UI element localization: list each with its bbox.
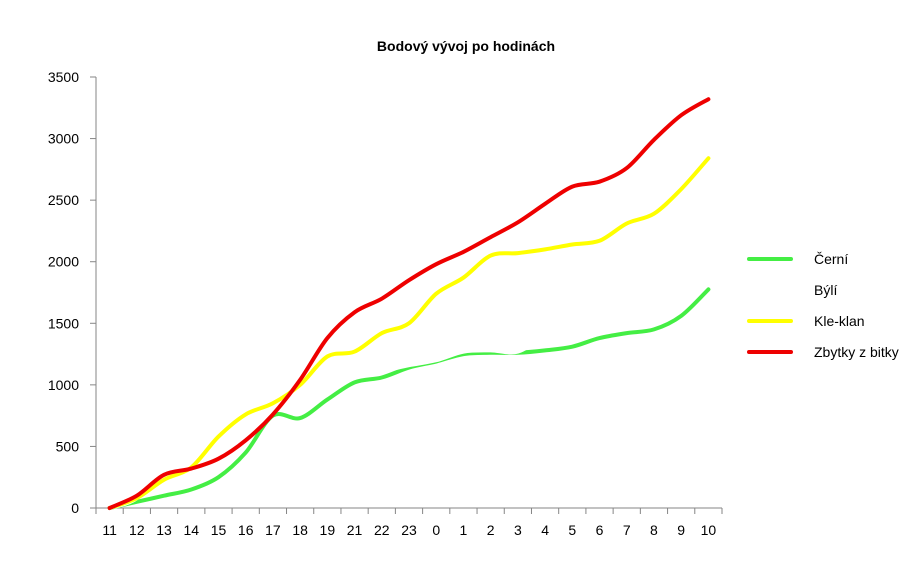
- x-tick-label: 7: [623, 522, 631, 538]
- x-tick-label: 11: [102, 522, 117, 538]
- y-tick-label: 0: [71, 500, 79, 516]
- x-tick-label: 6: [596, 522, 604, 538]
- y-tick-label: 3000: [48, 131, 79, 147]
- x-tick-label: 21: [347, 522, 363, 538]
- legend-label: Býlí: [814, 282, 837, 298]
- x-tick-label: 13: [156, 522, 172, 538]
- legend-label: Černí: [814, 251, 848, 267]
- x-tick-label: 5: [568, 522, 576, 538]
- x-tick-label: 0: [432, 522, 440, 538]
- x-tick-label: 16: [238, 522, 254, 538]
- legend: Černí Býlí Kle-klan Zbytky z bitky: [747, 251, 899, 360]
- y-tick-label: 1500: [48, 315, 79, 331]
- x-tick-label: 17: [265, 522, 281, 538]
- y-tick-label: 3500: [48, 69, 79, 85]
- x-tick-label: 1: [460, 522, 468, 538]
- series-layer: [107, 97, 711, 510]
- chart-title: Bodový vývoj po hodinách: [377, 38, 555, 54]
- y-tick-label: 1000: [48, 377, 79, 393]
- legend-label: Zbytky z bitky: [814, 344, 899, 360]
- x-tick-label: 2: [487, 522, 495, 538]
- x-tick-label: 15: [211, 522, 227, 538]
- x-tick-label: 9: [677, 522, 685, 538]
- y-tick-label: 500: [56, 438, 80, 454]
- series-2-line: [107, 164, 711, 510]
- y-tick-label: 2000: [48, 254, 79, 270]
- x-tick-label: 4: [541, 522, 549, 538]
- x-tick-label: 3: [514, 522, 522, 538]
- series-4-line: [107, 97, 711, 510]
- legend-label: Kle-klan: [814, 313, 865, 329]
- series-1-line: [107, 287, 711, 510]
- x-tick-label: 19: [320, 522, 336, 538]
- y-tick-label: 2500: [48, 192, 79, 208]
- x-tick-label: 8: [650, 522, 658, 538]
- x-tick-label: 12: [129, 522, 145, 538]
- x-tick-label: 23: [401, 522, 417, 538]
- x-tick-label: 18: [292, 522, 308, 538]
- x-tick-label: 14: [183, 522, 199, 538]
- series-3-line: [107, 156, 711, 510]
- x-tick-label: 22: [374, 522, 390, 538]
- x-tick-label: 10: [701, 522, 717, 538]
